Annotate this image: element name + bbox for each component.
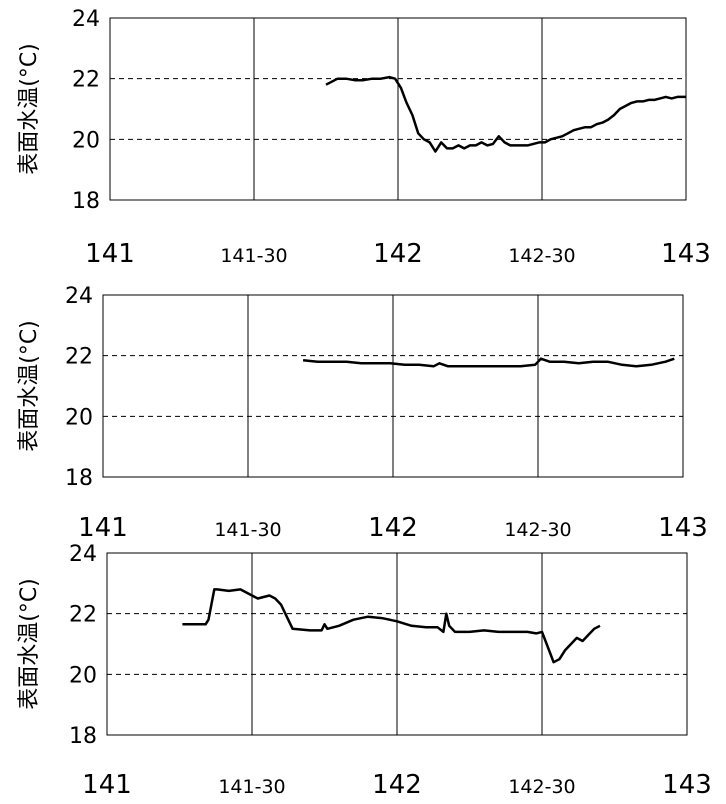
y-tick-label: 20 bbox=[72, 128, 100, 153]
y-axis-label: 表面水温(°C) bbox=[17, 43, 42, 175]
chart-panel-1: 24 22 20 18 141 141-30 142 142-30 143 表面水温(°C) bbox=[17, 7, 711, 269]
y-tick-label: 22 bbox=[69, 603, 97, 628]
y-tick-label: 20 bbox=[69, 663, 97, 688]
x-tick-label: 142 bbox=[372, 770, 422, 800]
y-tick-label: 18 bbox=[72, 189, 100, 214]
x-tick-label: 141 bbox=[82, 770, 132, 800]
y-axis-label: 表面水温(°C) bbox=[17, 320, 42, 452]
x-tick-label: 141-30 bbox=[214, 519, 281, 541]
chart-panel-2: 24 22 20 18 141 141-30 142 142-30 143 表面水温(°C) bbox=[17, 284, 708, 543]
x-tick-label: 141-30 bbox=[218, 776, 285, 798]
temperature-series-line bbox=[325, 75, 686, 153]
x-tick-label: 141 bbox=[78, 513, 128, 543]
y-tick-label: 20 bbox=[65, 405, 93, 430]
y-tick-label: 18 bbox=[65, 466, 93, 491]
x-tick-label: 142-30 bbox=[508, 776, 575, 798]
x-tick-label: 141-30 bbox=[220, 245, 287, 267]
x-tick-label: 141 bbox=[85, 239, 135, 269]
y-tick-label: 22 bbox=[65, 345, 93, 370]
y-tick-label: 24 bbox=[69, 542, 97, 567]
x-tick-label: 142-30 bbox=[508, 245, 575, 267]
x-tick-label: 142-30 bbox=[504, 519, 571, 541]
x-tick-label: 142 bbox=[368, 513, 418, 543]
temperature-series-line bbox=[182, 588, 601, 664]
x-tick-label: 142 bbox=[373, 239, 423, 269]
y-tick-label: 22 bbox=[72, 68, 100, 93]
temperature-series-line bbox=[302, 357, 675, 368]
x-tick-label: 143 bbox=[661, 239, 711, 269]
x-tick-label: 143 bbox=[662, 770, 712, 800]
y-tick-label: 24 bbox=[72, 7, 100, 32]
x-tick-label: 143 bbox=[658, 513, 708, 543]
chart-panel-3: 24 22 20 18 141 141-30 142 142-30 143 表面水温(°C) bbox=[17, 542, 712, 800]
y-tick-label: 18 bbox=[69, 724, 97, 749]
y-axis-label: 表面水温(°C) bbox=[17, 578, 42, 710]
y-tick-label: 24 bbox=[65, 284, 93, 309]
